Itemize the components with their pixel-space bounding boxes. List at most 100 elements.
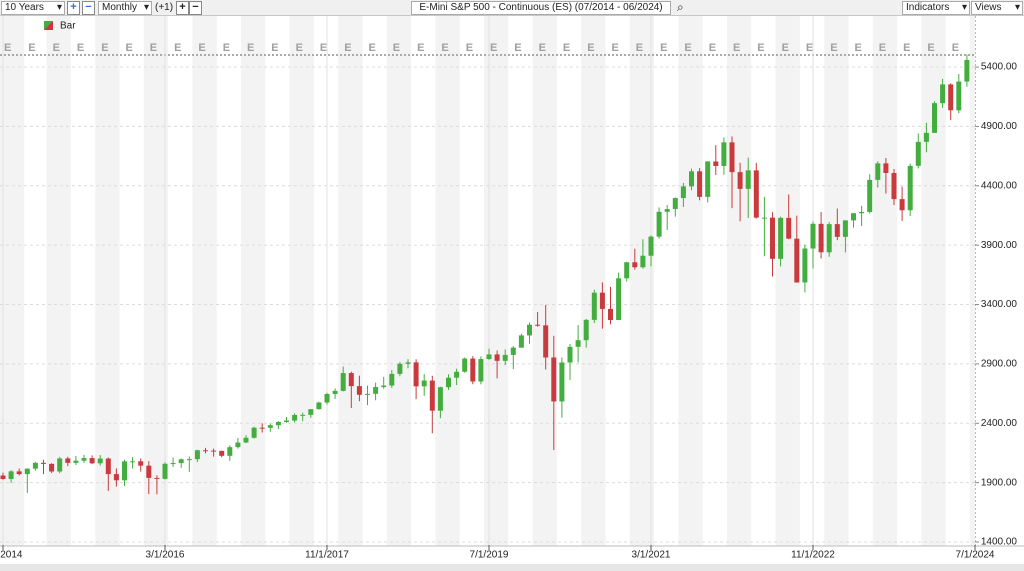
candle-body (284, 420, 289, 422)
candle-body (97, 458, 103, 464)
candle-body (178, 459, 184, 464)
candle-body (818, 223, 824, 253)
shade-band (678, 16, 703, 546)
candle-body (373, 387, 379, 394)
zoom-in-button[interactable]: + (67, 1, 80, 15)
y-tick-label: 1400.00 (981, 537, 1018, 548)
candle-body (65, 458, 71, 463)
candle-body (510, 347, 516, 355)
shade-band (824, 16, 849, 546)
candle-body (8, 471, 14, 479)
shade-band (95, 16, 120, 546)
candle-body (203, 450, 208, 452)
candle-body (81, 458, 87, 461)
shade-band (338, 16, 363, 546)
event-marker: E (198, 42, 205, 54)
candle-body (348, 373, 354, 387)
candle-body (964, 59, 970, 82)
candle-body (842, 220, 848, 237)
candle-body (907, 165, 913, 211)
candle-body (713, 161, 719, 166)
candle-body (324, 393, 330, 403)
event-marker: E (539, 42, 546, 54)
x-tick-label: 7/1/2024 (956, 550, 995, 561)
zoom-out-button[interactable]: − (82, 1, 95, 15)
candle-body (697, 171, 703, 197)
candle-body (640, 255, 646, 268)
candle-body (705, 161, 711, 197)
indicators-button[interactable]: Indicators ▾ (902, 1, 970, 15)
interval-select[interactable]: Monthly ▾ (98, 1, 152, 15)
event-marker: E (855, 42, 862, 54)
candle-body (899, 199, 905, 211)
x-tick-label: 3/1/2021 (632, 550, 671, 561)
symbol-text: E-Mini S&P 500 - Continuous (ES) (07/201… (419, 2, 663, 13)
remove-button[interactable]: − (189, 1, 202, 15)
event-marker: E (782, 42, 789, 54)
views-button[interactable]: Views ▾ (971, 1, 1023, 15)
y-tick-label: 5400.00 (981, 62, 1018, 73)
candle-body (446, 377, 451, 388)
range-select[interactable]: 10 Years ▾ (1, 1, 65, 15)
event-marker: E (709, 42, 716, 54)
shade-band (143, 16, 169, 546)
candle-body (940, 84, 946, 104)
scrollbar[interactable] (0, 564, 1024, 571)
event-marker: E (101, 42, 108, 54)
candle-body (267, 425, 273, 428)
event-marker: E (660, 42, 667, 54)
candle-body (891, 172, 897, 200)
candle-body (292, 414, 298, 421)
candle-body (405, 362, 411, 364)
candle-body (486, 354, 492, 360)
candle-body (729, 142, 735, 173)
candle-body (664, 209, 670, 212)
candle-body (802, 248, 808, 283)
candle-body (591, 292, 597, 320)
dropdown-arrow: ▾ (56, 2, 62, 13)
candle-body (16, 471, 22, 475)
search-icon[interactable]: ⌕ (677, 0, 684, 14)
candle-body (689, 171, 694, 187)
candle-body (616, 278, 622, 320)
candle-body (259, 427, 265, 429)
candle-body (794, 238, 800, 283)
event-marker: E (684, 42, 691, 54)
event-marker: E (223, 42, 230, 54)
candle-body (583, 319, 589, 341)
shade-band (484, 16, 509, 546)
symbol-box[interactable]: E-Mini S&P 500 - Continuous (ES) (07/201… (411, 1, 671, 15)
candle-body (599, 292, 605, 309)
candle-body (923, 132, 929, 142)
candle-body (235, 442, 241, 448)
candle-body (624, 262, 630, 279)
candle-body (275, 421, 281, 426)
event-marker: E (320, 42, 327, 54)
dropdown-arrow: ▾ (961, 2, 967, 13)
event-marker: E (4, 42, 11, 54)
candle-body (559, 362, 565, 402)
event-marker: E (441, 42, 448, 54)
candle-body (429, 380, 435, 411)
candle-body (243, 437, 249, 443)
event-marker: E (344, 42, 351, 54)
candle-body (356, 386, 362, 395)
event-marker: E (393, 42, 400, 54)
dropdown-arrow: ▾ (143, 2, 149, 13)
x-tick-label: 11/1/2022 (791, 550, 835, 561)
candle-body (462, 358, 468, 372)
candle-body (316, 402, 322, 410)
offset-text: (+1) (155, 2, 174, 13)
candle-body (575, 340, 581, 347)
candle-body (567, 346, 573, 363)
x-tick-label: 7/1/2019 (470, 550, 509, 561)
candle-body (786, 217, 792, 239)
add-button[interactable]: + (176, 1, 189, 15)
candle-body (478, 359, 484, 382)
candle-body (49, 463, 55, 472)
candle-body (421, 380, 427, 387)
range-text: 10 Years (5, 2, 44, 13)
event-marker: E (879, 42, 886, 54)
candle-body (194, 450, 200, 460)
